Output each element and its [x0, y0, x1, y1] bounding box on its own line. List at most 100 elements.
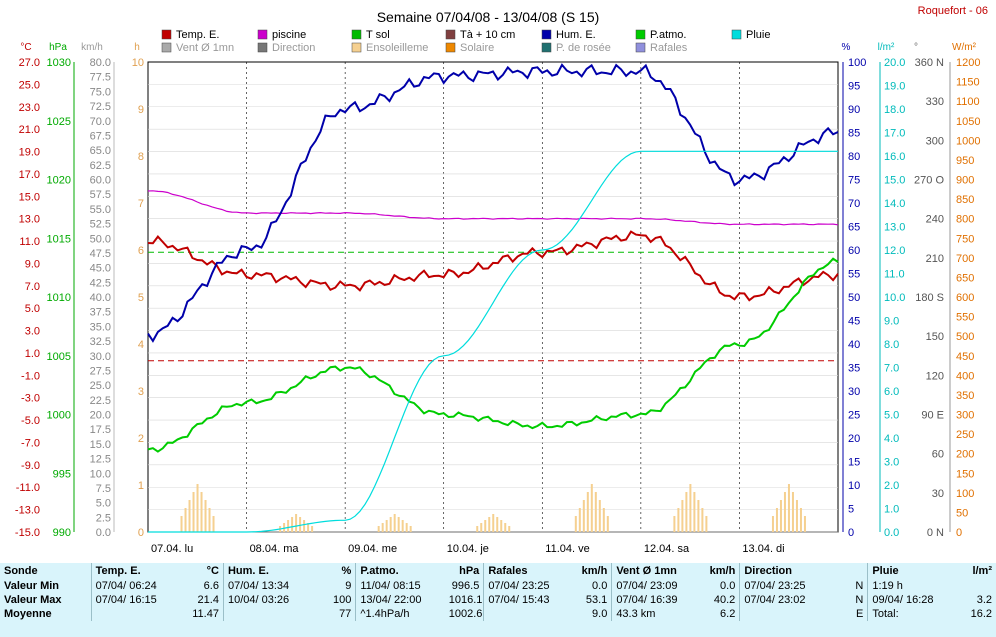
- solar-tick: 50: [956, 507, 968, 519]
- rain-tick: 4.0: [884, 433, 899, 445]
- summary-cell: N: [855, 594, 864, 606]
- sun-bar: [590, 484, 593, 532]
- sun-bar: [208, 508, 211, 532]
- solar-tick: 1050: [956, 116, 980, 128]
- plot-area: [147, 63, 839, 533]
- summary-panel: Sonde Temp. E. °C Hum. E.% P.atmo. hPa Rafales…: [0, 563, 996, 637]
- sun-tick: 9: [138, 104, 144, 116]
- sun-bar: [397, 517, 400, 532]
- summary-cell: 0.0: [592, 580, 608, 592]
- axis-unit: °: [914, 42, 918, 53]
- legend-label: Direction: [272, 42, 315, 54]
- rain-tick: 1.0: [884, 504, 899, 516]
- sun-bar: [303, 520, 306, 532]
- sun-bar: [574, 516, 577, 532]
- rain-tick: 2.0: [884, 480, 899, 492]
- direction-tick: 360 N: [915, 57, 944, 69]
- weather-chart: Semaine 07/04/08 - 13/04/08 (S 15) Roque…: [15, 5, 988, 555]
- wind-tick: 67.5: [90, 130, 111, 142]
- sun-bar: [791, 492, 794, 532]
- rain-tick: 17.0: [884, 128, 905, 140]
- humidity-tick: 45: [848, 316, 860, 328]
- sun-bar: [295, 514, 298, 532]
- sun-tick: 2: [138, 433, 144, 445]
- legend-label: Hum. E.: [556, 29, 596, 41]
- rain-tick: 16.0: [884, 151, 905, 163]
- humidity-tick: 80: [848, 151, 860, 163]
- sun-bar: [705, 516, 708, 532]
- summary-table: Sonde Temp. E. °C Hum. E.% P.atmo. hPa Rafales…: [0, 563, 996, 621]
- humidity-tick: 85: [848, 128, 860, 140]
- summary-cell: 9.0: [592, 608, 608, 620]
- summary-row-label: Valeur Max: [4, 594, 62, 606]
- wind-tick: 10.0: [90, 468, 111, 480]
- humidity-tick: 30: [848, 386, 860, 398]
- pressure-tick: 1010: [47, 292, 71, 304]
- summary-row: Moyenne 11.47 77 ^1.4hPa/h 1002.6 9.0 43.3 km 6…: [0, 607, 996, 621]
- pressure-tick: 990: [53, 527, 71, 539]
- sun-bar: [582, 500, 585, 532]
- summary-cell: [483, 607, 573, 621]
- summary-row: Sonde Temp. E. °C Hum. E.% P.atmo. hPa Rafales…: [0, 563, 996, 579]
- rain-tick: 8.0: [884, 339, 899, 351]
- series-line: [147, 257, 839, 453]
- wind-tick: 22.5: [90, 395, 111, 407]
- humidity-tick: 40: [848, 339, 860, 351]
- wind-tick: 0.0: [96, 527, 111, 539]
- sun-bar: [192, 492, 195, 532]
- wind-tick: 15.0: [90, 439, 111, 451]
- summary-cell: P.atmo.: [355, 563, 445, 579]
- wind-tick: 57.5: [90, 189, 111, 201]
- humidity-tick: 65: [848, 222, 860, 234]
- solar-tick: 0: [956, 527, 962, 539]
- sun-bar: [409, 526, 412, 532]
- day-label: 12.04. sa: [644, 543, 690, 555]
- solar-tick: 950: [956, 155, 974, 167]
- summary-cell: 11.47: [192, 608, 219, 620]
- rain-tick: 20.0: [884, 57, 905, 69]
- sun-bar: [480, 523, 483, 532]
- plot-frame: [147, 61, 839, 533]
- sun-bar: [180, 516, 183, 532]
- summary-cell: [90, 607, 185, 621]
- summary-cell: 0.0: [720, 580, 736, 592]
- legend-swatch: [257, 29, 268, 40]
- sun-bar: [598, 500, 601, 532]
- solar-tick: 500: [956, 331, 974, 343]
- summary-cell: 13/04/ 22:00: [355, 593, 445, 607]
- rain-tick: 3.0: [884, 457, 899, 469]
- sun-bar: [283, 523, 286, 532]
- sun-bar: [196, 484, 199, 532]
- solar-tick: 250: [956, 429, 974, 441]
- temp-tick: 23.0: [19, 102, 40, 114]
- solar-tick: 1200: [956, 57, 980, 69]
- legend-label: Vent Ø 1mn: [176, 42, 234, 54]
- legend-swatch: [541, 42, 552, 53]
- summary-cell: 10/04/ 03:26: [222, 593, 317, 607]
- rain-tick: 18.0: [884, 104, 905, 116]
- direction-tick: 120: [926, 370, 944, 382]
- sun-bar: [291, 517, 294, 532]
- wind-tick: 72.5: [90, 101, 111, 113]
- legend-label: T sol: [366, 29, 390, 41]
- rain-tick: 6.0: [884, 386, 899, 398]
- summary-row-label: Valeur Min: [4, 580, 60, 592]
- axis-unit: km/h: [81, 42, 103, 53]
- temp-tick: 13.0: [19, 214, 40, 226]
- summary-cell: 07/04/ 16:15: [90, 593, 185, 607]
- sun-bar: [783, 492, 786, 532]
- temp-tick: 7.0: [25, 281, 40, 293]
- day-label: 08.04. ma: [250, 543, 300, 555]
- direction-tick: 270 O: [914, 175, 944, 187]
- legend-swatch: [731, 29, 742, 40]
- summary-cell: Direction: [739, 563, 844, 579]
- sun-bar: [307, 523, 310, 532]
- solar-tick: 850: [956, 194, 974, 206]
- sun-bar: [681, 500, 684, 532]
- wind-tick: 42.5: [90, 277, 111, 289]
- rain-tick: 12.0: [884, 245, 905, 257]
- sun-bar: [212, 516, 215, 532]
- temp-tick: 15.0: [19, 191, 40, 203]
- pressure-tick: 1005: [47, 351, 71, 363]
- temp-tick: -11.0: [16, 482, 40, 494]
